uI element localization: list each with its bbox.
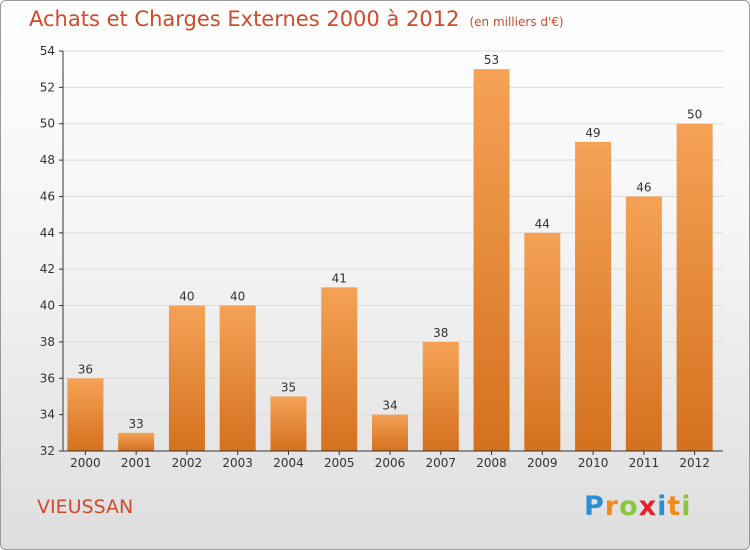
y-tick-label: 32: [40, 444, 55, 458]
x-tick-label: 2008: [476, 456, 507, 470]
bar-value-label: 35: [281, 380, 296, 394]
logo-letter: i: [657, 491, 668, 522]
bar-value-label: 49: [585, 126, 600, 140]
x-tick-label: 2003: [222, 456, 253, 470]
x-tick-label: 2011: [629, 456, 660, 470]
bar: [422, 341, 459, 451]
bar-value-label: 46: [636, 180, 651, 194]
y-tick-label: 50: [40, 117, 55, 131]
bar-value-label: 34: [382, 399, 397, 413]
bar: [676, 123, 713, 452]
grid-lines: [63, 50, 723, 452]
bar-value-label: 40: [179, 290, 194, 304]
town-name: VIEUSSAN: [37, 496, 134, 518]
x-tick-label: 2002: [172, 456, 203, 470]
logo-letter: x: [638, 491, 658, 522]
x-tick-label: 2012: [679, 456, 710, 470]
chart-unit: (en milliers d'€): [469, 15, 564, 29]
y-tick-label: 54: [40, 44, 55, 58]
bar-value-label: 38: [433, 326, 448, 340]
bar: [270, 396, 307, 451]
y-tick-label: 38: [40, 335, 55, 349]
bar: [625, 196, 662, 451]
bar-value-label: 53: [484, 53, 499, 67]
logo-letter: t: [667, 491, 682, 522]
bar: [372, 414, 408, 451]
bar-value-label: 44: [535, 217, 550, 231]
x-tick-label: 2007: [425, 456, 456, 470]
bar: [575, 141, 612, 451]
bar-value-label: 41: [332, 271, 347, 285]
y-tick-label: 46: [40, 189, 55, 203]
chart-title: Achats et Charges Externes 2000 à 2012 (e…: [29, 7, 564, 31]
y-tick-label: 40: [40, 299, 55, 313]
y-tick-label: 44: [40, 226, 55, 240]
bar: [473, 69, 510, 451]
axes: 32 34 36 38 40 42 44 46 48 50 52 54 2000 2001 2002 2003…: [40, 44, 723, 470]
proxiti-logo: Proxiti: [584, 491, 692, 522]
bars: 36 33 40 40 35 41 34 38 53 44 49 46 50: [67, 53, 713, 452]
x-tick-label: 2010: [578, 456, 609, 470]
x-tick-label: 2000: [70, 456, 101, 470]
bar: [219, 305, 256, 451]
y-tick-label: 52: [40, 80, 55, 94]
x-tick-label: 2009: [527, 456, 558, 470]
x-tick-label: 2005: [324, 456, 355, 470]
bar-value-label: 50: [687, 108, 702, 122]
bar: [118, 432, 155, 451]
bar-value-label: 33: [129, 417, 144, 431]
logo-letter: r: [604, 491, 620, 522]
bar-value-label: 40: [230, 290, 245, 304]
y-tick-label: 34: [40, 408, 55, 422]
chart-title-text: Achats et Charges Externes 2000 à 2012: [29, 7, 460, 31]
logo-letter: i: [681, 491, 692, 522]
y-tick-label: 36: [40, 371, 55, 385]
logo-letter: P: [584, 491, 605, 522]
bar: [524, 232, 561, 451]
logo-letter: o: [619, 491, 639, 522]
x-tick-label: 2001: [121, 456, 152, 470]
bar: [67, 378, 104, 451]
y-tick-label: 42: [40, 262, 55, 276]
y-tick-label: 48: [40, 153, 55, 167]
bar: [321, 287, 358, 451]
bar-value-label: 36: [78, 362, 93, 376]
bar: [168, 305, 205, 451]
x-tick-label: 2004: [273, 456, 304, 470]
x-tick-label: 2006: [375, 456, 406, 470]
